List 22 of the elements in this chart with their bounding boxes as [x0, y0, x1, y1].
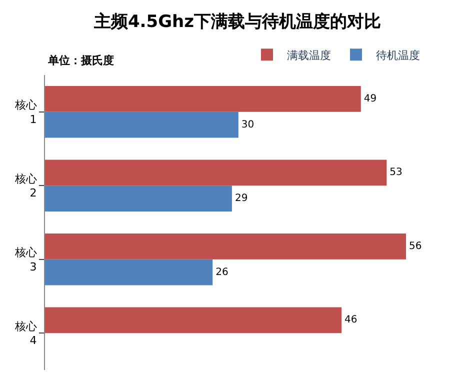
y-tick-label: 核心 3 [14, 246, 37, 274]
bar [45, 86, 361, 112]
y-tick-label: 核心 4 [14, 320, 37, 348]
bar [45, 234, 406, 260]
bar [45, 112, 238, 138]
data-label: 53 [390, 167, 402, 178]
legend-label: 满载温度 [287, 48, 331, 62]
data-label: 30 [241, 119, 254, 130]
data-label: 26 [216, 266, 228, 278]
bar [45, 307, 342, 334]
data-label: 46 [344, 314, 358, 326]
y-tick-label: 核心 1 [14, 98, 37, 126]
bar [45, 186, 232, 212]
bar [45, 160, 387, 186]
y-tick-label: 核心 2 [14, 172, 37, 200]
data-label: 49 [364, 93, 377, 104]
data-label: 56 [409, 240, 422, 252]
data-label: 29 [234, 193, 248, 204]
text: 单位：摄氏度 [47, 54, 114, 67]
bar [45, 259, 213, 286]
chart-title: 主频4.5Ghz下满载与待机温度的对比 [92, 12, 382, 32]
legend-label: 待机温度 [376, 48, 420, 62]
